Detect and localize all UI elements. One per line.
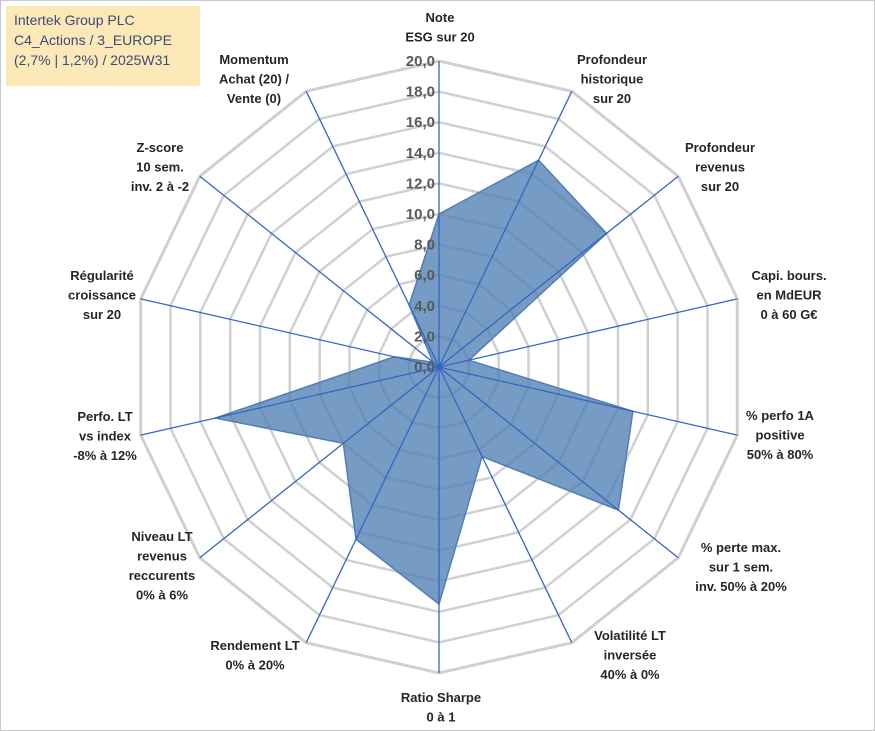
axis-label: Niveau LT revenus reccurents 0% à 6% — [129, 529, 195, 603]
axis-spoke — [199, 366, 440, 559]
title-line-category: C4_Actions / 3_EUROPE — [14, 32, 172, 48]
axis-spoke — [438, 366, 679, 559]
axis-spoke — [199, 175, 440, 368]
tick-label: 6,0 — [414, 267, 435, 284]
axis-label: Profondeur historique sur 20 — [577, 52, 647, 106]
tick-label: 14,0 — [406, 145, 435, 162]
axis-spoke — [140, 298, 440, 368]
axis-spoke — [438, 366, 738, 436]
tick-label: 4,0 — [414, 298, 435, 315]
tick-label: 12,0 — [406, 175, 435, 192]
chart-title-box: Intertek Group PLC C4_Actions / 3_EUROPE… — [6, 6, 200, 86]
axis-label: Ratio Sharpe 0 à 1 — [401, 690, 481, 725]
axis-spoke — [438, 91, 573, 368]
title-line-company: Intertek Group PLC — [14, 12, 135, 28]
title-line-period: (2,7% | 1,2%) / 2025W31 — [14, 52, 171, 68]
axis-spoke — [438, 366, 573, 643]
tick-label: 2,0 — [414, 328, 435, 345]
axis-spoke — [305, 366, 440, 643]
axis-spoke — [140, 366, 440, 436]
axis-label: Note ESG sur 20 — [405, 10, 474, 45]
axis-label: Z-score 10 sem. inv. 2 à -2 — [131, 140, 189, 194]
axis-label: Rendement LT 0% à 20% — [210, 638, 299, 673]
axis-spoke — [438, 298, 738, 368]
axis-label: Profondeur revenus sur 20 — [685, 140, 755, 194]
axis-spoke — [438, 175, 679, 368]
tick-label-layer: 0,0 2,0 4,0 6,0 8,0 10,0 12,0 14,0 16,0 18,0 20,0 — [406, 53, 435, 376]
axis-spoke — [305, 91, 440, 368]
axis-label: % perte max. sur 1 sem. inv. 50% à 20% — [695, 540, 787, 594]
axis-label: Régularité croissance sur 20 — [68, 268, 136, 322]
axis-label: % perfo 1A positive 50% à 80% — [746, 408, 815, 462]
tick-label: 18,0 — [406, 84, 435, 101]
tick-label: 8,0 — [414, 237, 435, 254]
axis-label-layer: Note ESG sur 20 Profondeur historique sur 20… — [68, 10, 827, 725]
axis-label: Volatilité LT inversée 40% à 0% — [594, 628, 666, 682]
axis-label: Capi. bours. en MdEUR 0 à 60 G€ — [751, 268, 826, 322]
tick-label: 16,0 — [406, 114, 435, 131]
spoke-layer — [140, 61, 738, 673]
axis-label: Momentum Achat (20) / Vente (0) — [219, 52, 289, 106]
tick-label: 10,0 — [406, 206, 435, 223]
tick-label: 0,0 — [414, 359, 435, 376]
tick-label: 20,0 — [406, 53, 435, 70]
axis-label: Perfo. LT vs index -8% à 12% — [73, 409, 137, 463]
